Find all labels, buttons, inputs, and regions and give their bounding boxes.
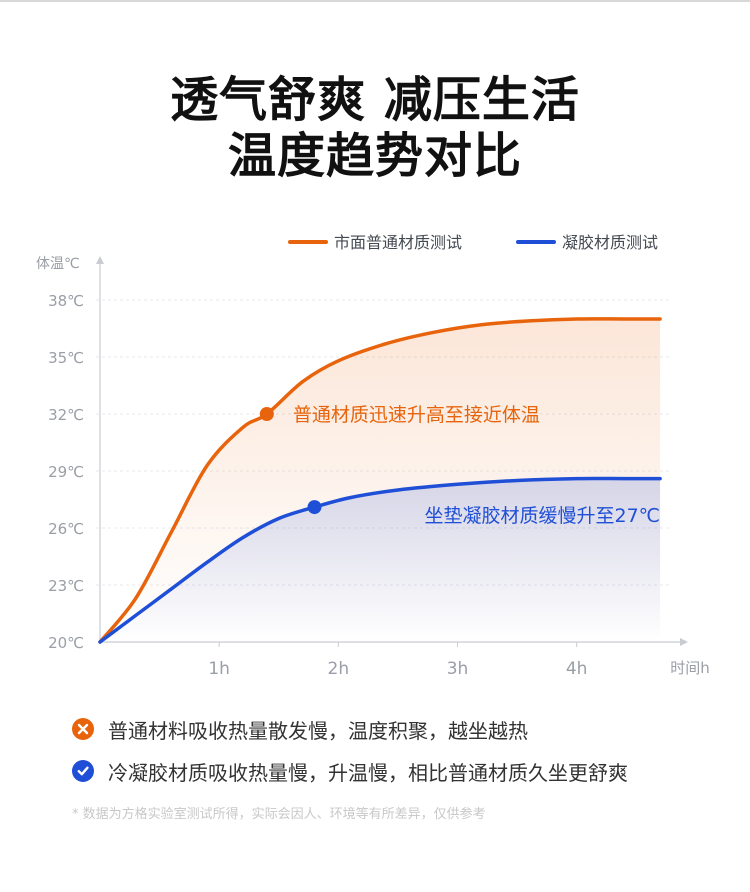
y-tick-label: 29℃	[48, 463, 84, 481]
x-tick-label: 1h	[208, 659, 230, 679]
title-line-1: 透气舒爽 减压生活	[170, 72, 580, 128]
series-gel-marker	[307, 500, 322, 515]
y-tick-label: 38℃	[48, 292, 84, 310]
top-divider	[0, 0, 750, 2]
check-icon	[72, 760, 94, 782]
note-ordinary-material: 普通材料吸收热量散发慢，温度积聚，越坐越热	[72, 708, 732, 750]
annotation-gel: 坐垫凝胶材质缓慢升至27℃	[424, 505, 660, 527]
annotation-ordinary: 普通材质迅速升高至接近体温	[293, 404, 540, 426]
x-axis-arrow	[680, 638, 688, 646]
footnote: * 数据为方格实验室测试所得，实际会因人、环境等有所差异，仅供参考	[72, 807, 486, 822]
notes-list: 普通材料吸收热量散发慢，温度积聚，越坐越热 冷凝胶材质吸收热量慢，升温慢，相比普…	[72, 708, 732, 792]
series-ordinary-marker	[259, 407, 274, 421]
series-ordinary-line	[98, 317, 662, 644]
y-axis-arrow	[96, 256, 104, 264]
series-gel-line	[98, 476, 662, 644]
temperature-chart: 38℃ 35℃ 32℃ 29℃ 26℃ 23℃ 20℃ 1h 2h 3h 4h 体温℃ 时间h 普通材质迅…	[36, 233, 710, 679]
y-axis-label: 体温℃	[36, 256, 80, 272]
legend-label: 市面普通材质测试	[334, 233, 462, 252]
y-tick-label: 26℃	[48, 520, 84, 538]
note-gel-material: 冷凝胶材质吸收热量慢，升温慢，相比普通材质久坐更舒爽	[72, 750, 732, 792]
series-gel-area	[100, 478, 661, 642]
x-axis-label: 时间h	[670, 659, 710, 677]
y-tick-label: 35℃	[48, 349, 84, 367]
y-tick-label: 23℃	[48, 577, 84, 595]
legend-label: 凝胶材质测试	[562, 233, 658, 252]
x-tick-label: 3h	[447, 659, 469, 679]
y-tick-label: 20℃	[48, 634, 84, 652]
note-ordinary-text: 普通材料吸收热量散发慢，温度积聚，越坐越热	[108, 718, 528, 743]
title-line-2: 温度趋势对比	[227, 128, 522, 184]
x-tick-label: 4h	[566, 659, 588, 679]
x-tick-label: 2h	[328, 659, 350, 679]
note-gel-text: 冷凝胶材质吸收热量慢，升温慢，相比普通材质久坐更舒爽	[108, 760, 628, 785]
y-tick-label: 32℃	[48, 406, 84, 424]
cross-icon	[72, 718, 94, 740]
page-title: 透气舒爽 减压生活 温度趋势对比	[0, 72, 750, 184]
